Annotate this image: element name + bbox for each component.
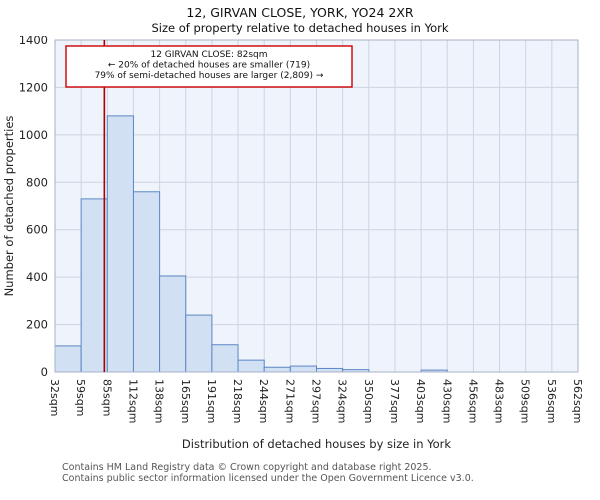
histogram-bar <box>132 191 161 373</box>
histogram-chart: 0 200 400 600 800 1000 1200 1400 32sqm 59sqm 85sqm… <box>2 33 584 451</box>
plot-border <box>54 39 579 373</box>
y-axis-title: Number of detached properties <box>2 116 16 297</box>
annotation-box <box>65 45 353 88</box>
histogram-bar <box>159 275 187 373</box>
y-tick-label: 800 <box>26 175 48 189</box>
annotation-line: ← 20% of detached houses are smaller (71… <box>108 61 310 71</box>
histogram-bar <box>80 198 108 373</box>
y-tick-label: 1200 <box>19 80 48 94</box>
annotation-line: 12 GIRVAN CLOSE: 82sqm <box>150 50 267 60</box>
x-tick-label: 350sqm <box>362 379 375 423</box>
attribution-footer: Contains HM Land Registry data © Crown c… <box>0 460 600 484</box>
x-tick-label: 403sqm <box>414 379 427 423</box>
x-tick-label: 377sqm <box>388 379 401 423</box>
histogram-bar <box>106 115 134 373</box>
x-tick-label: 509sqm <box>519 379 532 423</box>
chart-subtitle: Size of property relative to detached ho… <box>151 21 449 35</box>
histogram-bar <box>54 345 82 373</box>
chart-header: 12, GIRVAN CLOSE, YORK, YO24 2XR Size of… <box>0 0 600 36</box>
x-tick-label: 271sqm <box>283 379 296 423</box>
x-tick-label: 59sqm <box>74 379 87 416</box>
x-tick-label: 138sqm <box>153 379 166 423</box>
x-tick-label: 32sqm <box>48 379 61 416</box>
x-tick-label: 456sqm <box>466 379 479 423</box>
histogram-bar <box>185 314 213 373</box>
y-tick-label: 1000 <box>19 128 48 142</box>
histogram-bar <box>237 359 265 373</box>
annotation-line: 79% of semi-detached houses are larger (… <box>95 71 324 81</box>
x-tick-label: 112sqm <box>126 379 139 423</box>
x-tick-label: 297sqm <box>310 379 323 423</box>
y-tick-label: 0 <box>41 365 48 379</box>
x-tick-label: 324sqm <box>336 379 349 423</box>
x-tick-label: 244sqm <box>257 379 270 423</box>
histogram-bar <box>289 365 318 373</box>
x-tick-label: 165sqm <box>179 379 192 423</box>
chart-title: 12, GIRVAN CLOSE, YORK, YO24 2XR <box>186 5 414 20</box>
y-tick-label: 600 <box>26 223 48 237</box>
footer-line-1: Contains HM Land Registry data © Crown c… <box>62 462 432 473</box>
y-tick-label: 1400 <box>19 36 48 47</box>
footer-line-2: Contains public sector information licen… <box>62 473 474 484</box>
x-tick-label: 85sqm <box>100 379 113 416</box>
x-tick-label: 191sqm <box>205 379 218 423</box>
x-tick-label: 430sqm <box>440 379 453 423</box>
x-tick-label: 562sqm <box>571 379 584 423</box>
x-tick-label: 536sqm <box>545 379 558 423</box>
x-tick-label: 218sqm <box>231 379 244 423</box>
histogram-bar <box>263 366 291 373</box>
y-tick-label: 400 <box>26 270 48 284</box>
y-tick-label: 200 <box>26 318 48 332</box>
x-tick-label: 483sqm <box>493 379 506 423</box>
x-axis-title: Distribution of detached houses by size … <box>182 437 452 451</box>
histogram-bar <box>316 367 344 373</box>
histogram-bar <box>211 344 239 373</box>
